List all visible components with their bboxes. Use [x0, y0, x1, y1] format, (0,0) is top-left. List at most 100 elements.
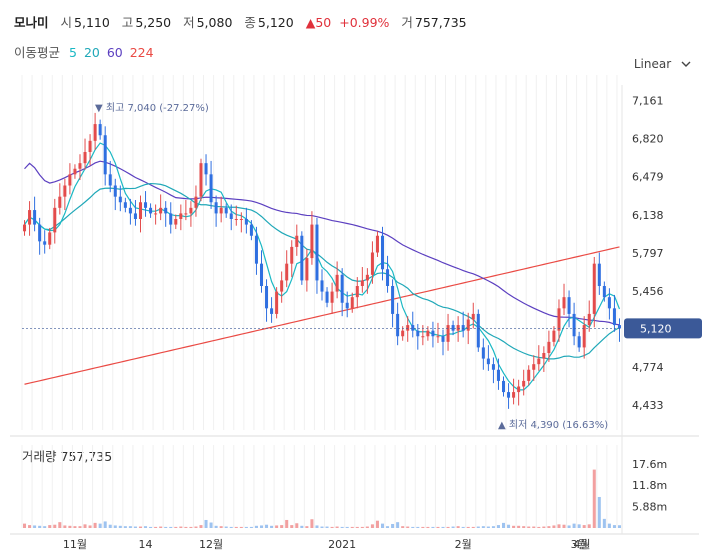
candle-body [265, 286, 269, 309]
volume-bar [345, 526, 349, 528]
volume-panel-title: 거래량 757,735 [22, 446, 112, 465]
change-percent: +0.99% [339, 15, 390, 30]
volume-bar [290, 525, 294, 528]
x-tick-label: 11월 [63, 538, 87, 551]
volume-bar [527, 526, 531, 528]
change-arrow-icon: ▲ [305, 15, 316, 30]
volume-bar [537, 526, 541, 528]
candle-body [572, 313, 576, 337]
candle-body [411, 325, 415, 331]
volume-bar [365, 526, 369, 528]
x-tick-label: 4월 [573, 538, 590, 551]
volume-bar [370, 524, 374, 528]
candle-body [582, 325, 586, 348]
ma-5-line [24, 142, 621, 391]
volume-bar [607, 523, 611, 528]
volume-bar [48, 525, 52, 528]
volume-bar [517, 525, 521, 528]
price-tick-label: 6,820 [632, 133, 664, 146]
moving-average-legend[interactable]: 이동평균 5 20 60 224 [14, 42, 159, 61]
volume-bar [471, 526, 475, 528]
volume-bar [325, 526, 329, 528]
candle-body [375, 235, 379, 253]
candle-body [144, 202, 148, 208]
volume-tick-label: 11.8m [632, 479, 667, 492]
volume-bar [174, 526, 178, 528]
candle-body [78, 163, 82, 169]
volume-bar [572, 523, 576, 528]
volume-bar [275, 525, 279, 528]
volume-bar [562, 524, 566, 528]
volume-bar [244, 526, 248, 528]
open-value: 5,110 [74, 15, 110, 30]
candle-body [184, 213, 188, 215]
candle-body [587, 313, 591, 326]
candle-body [43, 241, 47, 245]
candle-body [537, 358, 541, 365]
candle-body [542, 353, 546, 359]
candle-body [607, 297, 611, 309]
volume-bar [300, 525, 304, 528]
volume-bar [476, 526, 480, 528]
volume-bar [320, 526, 324, 528]
candle-body [189, 207, 193, 214]
volume-bar [204, 519, 208, 528]
volume-bar [360, 526, 364, 528]
volume-bar [138, 526, 142, 528]
candle-body [38, 224, 42, 242]
x-tick-label: 2021 [328, 538, 356, 551]
price-tick-label: 5,456 [632, 285, 664, 298]
candle-body [73, 168, 77, 175]
ma-label: 이동평균 [14, 45, 61, 60]
last-price-tag [624, 318, 702, 339]
scale-toggle[interactable]: Linear [634, 57, 691, 71]
candle-body [154, 213, 158, 215]
candle-body [380, 235, 385, 270]
volume-bar [285, 519, 289, 528]
volume-bar [128, 526, 132, 528]
candle-body [451, 325, 455, 331]
volume-bar [587, 524, 591, 528]
candle-body [169, 213, 173, 225]
candle-body [517, 386, 521, 393]
volume-bar [259, 525, 264, 528]
min-annotation: ▲ 최저 4,390 (16.63%) [498, 419, 608, 431]
high-label: 고 [121, 15, 134, 30]
volume-bar [426, 526, 430, 528]
candle-body [68, 174, 72, 186]
volume-bar [456, 526, 460, 528]
volume-bar [149, 526, 153, 528]
volume-bar [103, 521, 107, 528]
candle-body [93, 124, 97, 141]
candle-body [118, 196, 122, 203]
volume-bar [234, 526, 238, 528]
candle-body [305, 258, 309, 281]
volume-bar [315, 525, 319, 528]
candle-body [547, 341, 551, 353]
volume-bar [481, 526, 485, 528]
volume-bar [28, 525, 32, 528]
candle-body [128, 207, 132, 214]
volume-bar [567, 525, 571, 528]
candle-body [285, 263, 289, 281]
ma-224-line [24, 246, 620, 385]
candle-body [491, 364, 495, 370]
price-tick-label: 7,161 [632, 95, 664, 108]
volume-bar [486, 526, 490, 528]
x-tick-label: 2월 [455, 538, 472, 551]
volume-bar [512, 525, 516, 528]
candle-body [149, 207, 153, 214]
candle-body [275, 291, 279, 314]
volume-tick-label: 5.88m [632, 501, 667, 514]
volume-bar [350, 526, 354, 528]
candle-body [612, 308, 616, 326]
candle-body [527, 369, 531, 381]
candle-body [204, 163, 208, 175]
ma-60-period: 60 [106, 45, 123, 60]
high-value: 5,250 [135, 15, 172, 30]
candle-body [33, 210, 37, 225]
candle-body [83, 152, 87, 164]
candle-body [340, 274, 344, 303]
volume-label: 거 [401, 15, 413, 30]
